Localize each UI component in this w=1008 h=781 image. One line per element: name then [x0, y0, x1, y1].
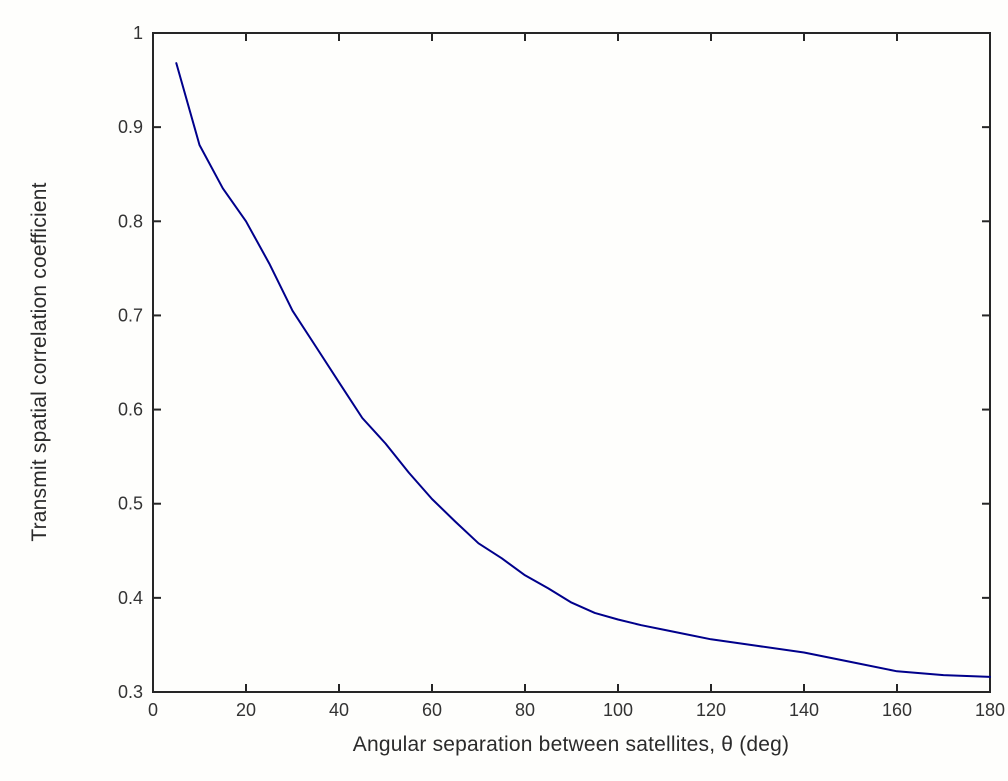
y-tick-label: 1 [133, 23, 143, 43]
x-axis-label: Angular separation between satellites, θ… [352, 733, 790, 756]
y-tick-label: 0.8 [118, 211, 143, 231]
x-tick-label: 140 [789, 700, 819, 720]
y-tick-label: 0.9 [118, 117, 143, 137]
x-tick-label: 160 [882, 700, 912, 720]
x-tick-label: 20 [236, 700, 256, 720]
correlation-curve [175, 62, 991, 678]
x-tick-label: 60 [422, 700, 442, 720]
y-tick-label: 0.6 [118, 400, 143, 420]
x-tick-label: 100 [603, 700, 633, 720]
x-tick-label: 0 [148, 700, 158, 720]
plot-box [152, 32, 991, 693]
y-tick-label: 0.5 [118, 494, 143, 514]
y-tick-label: 0.3 [118, 682, 143, 702]
x-tick-label: 120 [696, 700, 726, 720]
y-tick-label: 0.4 [118, 588, 143, 608]
y-tick-label: 0.7 [118, 305, 143, 325]
y-axis-label: Transmit spatial correlation coefficient [28, 182, 51, 542]
x-tick-label: 80 [515, 700, 535, 720]
x-tick-label: 40 [329, 700, 349, 720]
x-tick-label: 180 [975, 700, 1005, 720]
